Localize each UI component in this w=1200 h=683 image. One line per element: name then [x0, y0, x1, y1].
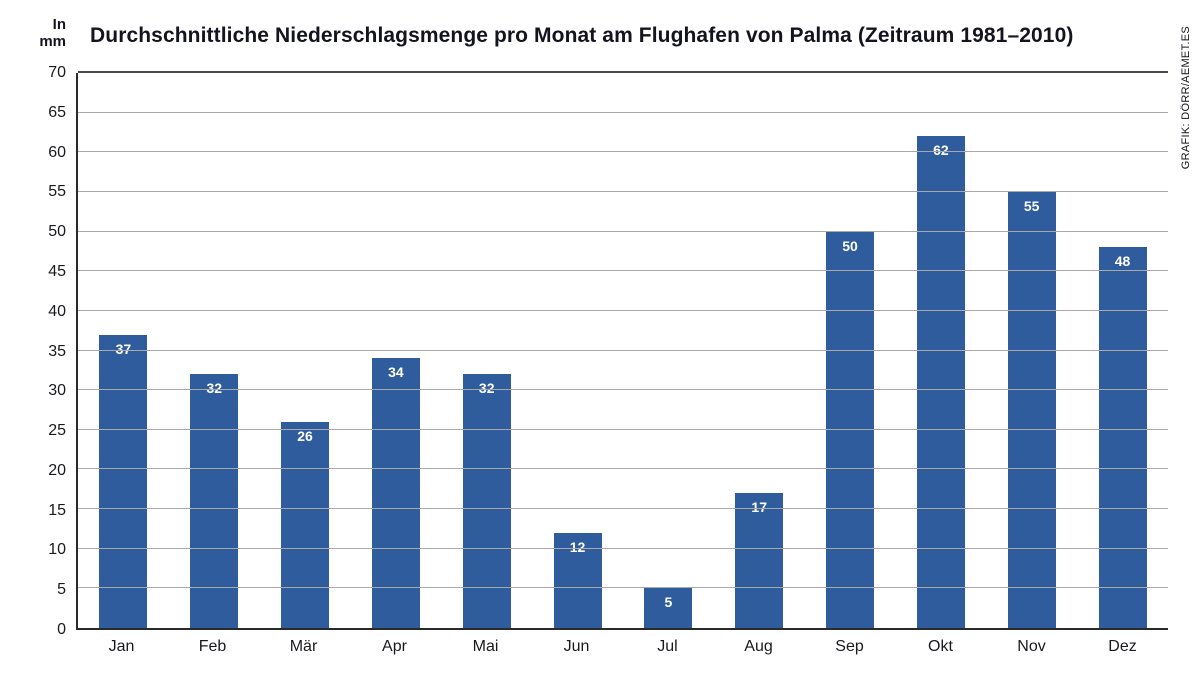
y-tick-label-50: 50	[48, 223, 66, 241]
bar-slot-Apr: 34	[350, 73, 441, 628]
bar-value-Sep: 50	[842, 237, 858, 254]
bar-Mär: 26	[281, 421, 330, 628]
x-tick-label-Feb: Feb	[198, 638, 227, 655]
y-axis-unit-line1: In	[52, 16, 66, 33]
gridline-60	[78, 151, 1168, 153]
x-tick-label-Mär: Mär	[289, 638, 318, 655]
gridline-10	[78, 547, 1168, 549]
bar-slot-Jul: 5	[623, 73, 714, 628]
bar-slot-Dez: 48	[1077, 73, 1168, 628]
bar-slot-Jan: 37	[78, 73, 169, 628]
bar-slot-Sep: 50	[805, 73, 896, 628]
gridline-40	[78, 309, 1168, 311]
bar-Jul: 5	[644, 588, 693, 628]
gridline-70	[78, 71, 1168, 73]
bar-value-Dez: 48	[1114, 253, 1131, 270]
y-axis-unit-line2: mm	[39, 33, 66, 51]
bar-Okt: 62	[916, 136, 965, 628]
bar-Jan: 37	[99, 334, 148, 628]
x-tick-label-Apr: Apr	[382, 638, 407, 655]
gridline-20	[78, 468, 1168, 470]
y-tick-label-0: 0	[57, 621, 66, 638]
plot-area: 37 32 26 34 32 12 5 17 50 62 55 48	[76, 71, 1168, 630]
bar-value-Jan: 37	[115, 340, 132, 357]
y-tick-label-20: 20	[48, 461, 66, 479]
x-tick-label-Dez: Dez	[1108, 638, 1137, 655]
gridline-65	[78, 111, 1168, 113]
y-tick-label-30: 30	[48, 382, 66, 400]
bar-Aug: 17	[735, 493, 784, 628]
x-axis-tick-labels: Jan Feb Mär Apr Mai Jun Jul Aug Sep Okt Nov Dez	[76, 638, 1168, 656]
bar-Dez: 48	[1098, 247, 1147, 628]
gridline-55	[78, 190, 1168, 192]
gridline-25	[78, 428, 1168, 430]
y-tick-label-25: 25	[48, 422, 66, 440]
x-tick-label-Jun: Jun	[563, 638, 590, 655]
bar-value-Jun: 12	[569, 538, 586, 555]
x-tick-label-Jul: Jul	[657, 638, 678, 655]
bar-value-Feb: 32	[206, 380, 223, 397]
y-tick-label-65: 65	[48, 103, 66, 121]
y-tick-label-35: 35	[48, 342, 66, 360]
bar-series: 37 32 26 34 32 12 5 17 50 62 55 48	[78, 73, 1168, 628]
bar-slot-Jun: 12	[532, 73, 623, 628]
y-tick-label-60: 60	[48, 143, 66, 161]
gridline-15	[78, 508, 1168, 510]
gridline-5	[78, 587, 1168, 589]
bar-Mai: 32	[462, 374, 511, 628]
x-tick-label-Mai: Mai	[472, 638, 499, 655]
bar-value-Apr: 34	[388, 364, 404, 381]
y-tick-label-5: 5	[57, 581, 66, 599]
y-tick-label-10: 10	[48, 541, 66, 559]
bar-slot-Mär: 26	[260, 73, 351, 628]
bar-slot-Aug: 17	[714, 73, 805, 628]
chart-title: Durchschnittliche Niederschlagsmenge pro…	[90, 24, 1074, 47]
bar-Apr: 34	[371, 358, 420, 628]
x-tick-label-Sep: Sep	[835, 638, 864, 655]
x-tick-label-Nov: Nov	[1017, 638, 1046, 655]
credit-text: GRAFIK: DÖRR/AEMET.ES	[1180, 26, 1192, 170]
y-axis-unit-label: In mm	[0, 16, 66, 51]
gridline-50	[78, 230, 1168, 232]
y-tick-label-45: 45	[48, 262, 66, 280]
bar-value-Mai: 32	[478, 380, 495, 397]
x-tick-label-Jan: Jan	[108, 638, 135, 655]
y-tick-label-15: 15	[48, 501, 66, 519]
gridline-35	[78, 349, 1168, 351]
gridline-45	[78, 270, 1168, 272]
y-tick-label-70: 70	[48, 64, 66, 81]
y-tick-label-55: 55	[48, 183, 66, 201]
bar-value-Okt: 62	[933, 142, 949, 159]
bar-value-Nov: 55	[1023, 197, 1040, 214]
bar-slot-Feb: 32	[169, 73, 260, 628]
x-tick-label-Okt: Okt	[928, 638, 953, 655]
bar-value-Mär: 26	[297, 427, 313, 444]
bar-value-Jul: 5	[664, 594, 673, 611]
x-tick-label-Aug: Aug	[744, 638, 773, 655]
bar-slot-Nov: 55	[986, 73, 1077, 628]
bar-slot-Okt: 62	[895, 73, 986, 628]
bar-Feb: 32	[190, 374, 239, 628]
gridline-30	[78, 389, 1168, 391]
bar-slot-Mai: 32	[441, 73, 532, 628]
bar-Nov: 55	[1007, 191, 1056, 628]
bar-value-Aug: 17	[751, 499, 767, 516]
y-axis-tick-labels: 0 5 10 15 20 25 30 35 40 45 50 55 60 65 70	[0, 64, 66, 638]
y-tick-label-40: 40	[48, 302, 66, 320]
